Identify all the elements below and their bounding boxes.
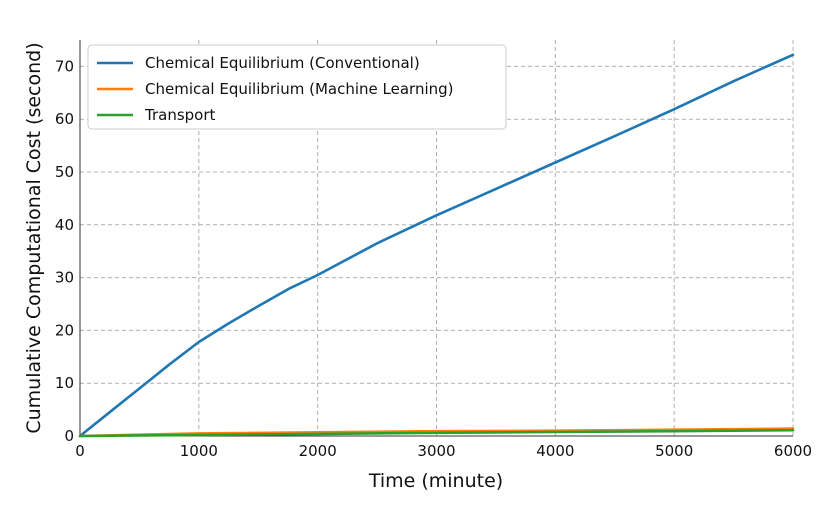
legend-label-2: Chemical Equilibrium (Machine Learning) <box>145 80 454 98</box>
series-line-3 <box>78 428 795 438</box>
x-tick-label: 3000 <box>417 442 455 460</box>
y-tick-label: 10 <box>55 374 74 392</box>
series-line-1 <box>78 53 795 438</box>
legend-label-1: Chemical Equilibrium (Conventional) <box>145 54 420 72</box>
y-tick-label: 20 <box>55 321 74 339</box>
x-tick-label: 2000 <box>299 442 337 460</box>
x-tick-label: 0 <box>75 442 85 460</box>
y-axis-label: Cumulative Computational Cost (second) <box>23 42 45 433</box>
x-tick-label: 1000 <box>180 442 218 460</box>
series-line-2 <box>78 427 795 438</box>
x-axis-label: Time (minute) <box>368 470 503 492</box>
legend-label-3: Transport <box>144 106 216 124</box>
x-tick-label: 5000 <box>655 442 693 460</box>
y-tick-label: 40 <box>55 216 74 234</box>
x-tick-labels: 0 1000 2000 3000 4000 5000 6000 <box>75 442 812 460</box>
y-tick-labels: 0 10 20 30 40 50 60 70 <box>55 57 74 445</box>
legend: Chemical Equilibrium (Conventional) Chemi… <box>87 44 507 130</box>
series-lines <box>78 53 795 438</box>
x-tick-label: 4000 <box>536 442 574 460</box>
legend-box <box>87 44 507 130</box>
y-tick-label: 60 <box>55 110 74 128</box>
y-tick-label: 30 <box>55 269 74 287</box>
y-tick-label: 70 <box>55 57 74 75</box>
x-tick-label: 6000 <box>774 442 812 460</box>
y-tick-label: 50 <box>55 163 74 181</box>
y-tick-label: 0 <box>64 427 74 445</box>
